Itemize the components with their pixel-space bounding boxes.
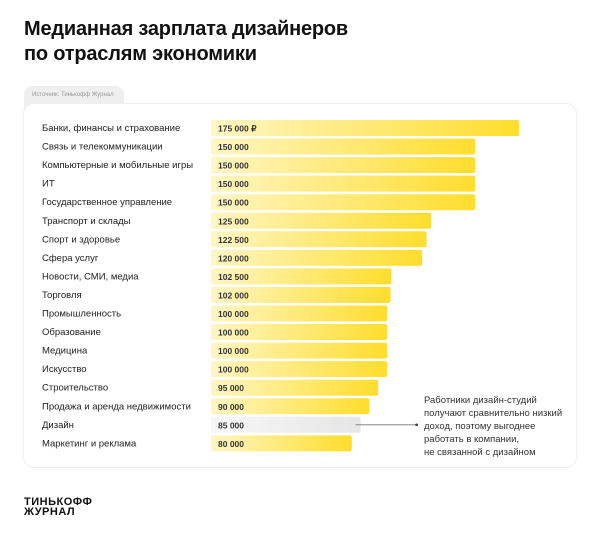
bar — [211, 342, 387, 359]
category-label: Медицина — [42, 346, 88, 357]
category-label: Промышленность — [42, 309, 121, 320]
bar — [211, 324, 387, 341]
value-label: 80 000 — [218, 439, 244, 449]
note-line: получают сравнительно низкий — [424, 408, 563, 419]
value-label: 95 000 — [218, 383, 244, 393]
bar — [211, 361, 387, 378]
bar — [211, 286, 391, 303]
bar — [211, 416, 361, 433]
bar — [211, 268, 392, 285]
category-label: Образование — [42, 327, 101, 338]
value-label: 90 000 — [218, 402, 244, 412]
logo-line: ЖУРНАЛ — [24, 506, 76, 518]
note-line: работать в компании, — [424, 434, 520, 445]
value-label: 150 000 — [218, 179, 249, 189]
category-label: Продажа и аренда недвижимости — [42, 401, 191, 412]
value-label: 150 000 — [218, 161, 249, 171]
bar — [211, 120, 519, 136]
value-label: 175 000 ₽ — [218, 124, 257, 134]
title-line-1: Медианная зарплата дизайнеров — [24, 18, 349, 40]
value-label: 102 000 — [218, 290, 249, 300]
bar — [211, 231, 427, 248]
bar — [211, 435, 352, 452]
bar — [211, 138, 475, 155]
tinkoff-journal-logo: ТИНЬКОФФ ЖУРНАЛ — [24, 496, 93, 518]
arrow-head — [415, 423, 418, 427]
bar — [211, 175, 475, 192]
note-line: не связанной с дизайном — [424, 447, 536, 458]
category-label: Банки, финансы и страхование — [42, 123, 180, 134]
category-label: Строительство — [42, 383, 108, 394]
value-label: 150 000 — [218, 142, 249, 152]
value-label: 125 000 — [218, 216, 249, 226]
value-label: 102 500 — [218, 272, 249, 282]
bar — [211, 249, 423, 266]
page-title: Медианная зарплата дизайнеров по отрасля… — [24, 17, 348, 67]
value-label: 120 000 — [218, 253, 249, 263]
title-line-2: по отраслям экономики — [24, 43, 257, 65]
bar — [211, 379, 379, 396]
bar — [211, 194, 475, 211]
category-label: Торговля — [42, 290, 82, 301]
value-label: 100 000 — [218, 309, 249, 319]
category-label: Сфера услуг — [42, 253, 99, 264]
bar — [211, 305, 387, 322]
category-label: Искусство — [42, 364, 87, 375]
bar — [211, 398, 370, 415]
bar — [211, 157, 475, 174]
value-label: 85 000 — [218, 420, 244, 430]
design-annotation: Работники дизайн-студий получают сравнит… — [424, 394, 594, 459]
value-label: 150 000 — [218, 198, 249, 208]
category-label: Компьютерные и мобильные игры — [42, 160, 193, 171]
category-label: Связь и телекоммуникации — [42, 142, 163, 153]
category-label: Маркетинг и реклама — [42, 438, 137, 449]
value-label: 122 500 — [218, 235, 249, 245]
note-line: доход, поэтому выгоднее — [424, 421, 536, 432]
value-label: 100 000 — [218, 328, 249, 338]
category-label: Спорт и здоровье — [42, 234, 120, 245]
logo-line: ТИНЬКОФФ — [24, 496, 93, 508]
value-label: 100 000 — [218, 365, 249, 375]
value-label: 100 000 — [218, 346, 249, 356]
note-line: Работники дизайн-студий — [424, 395, 537, 406]
category-label: Государственное управление — [42, 197, 172, 208]
bar — [211, 212, 431, 229]
category-label: Транспорт и склады — [42, 216, 131, 227]
category-label: ИТ — [42, 179, 55, 190]
category-label: Дизайн — [42, 420, 74, 431]
category-label: Новости, СМИ, медиа — [42, 271, 139, 282]
